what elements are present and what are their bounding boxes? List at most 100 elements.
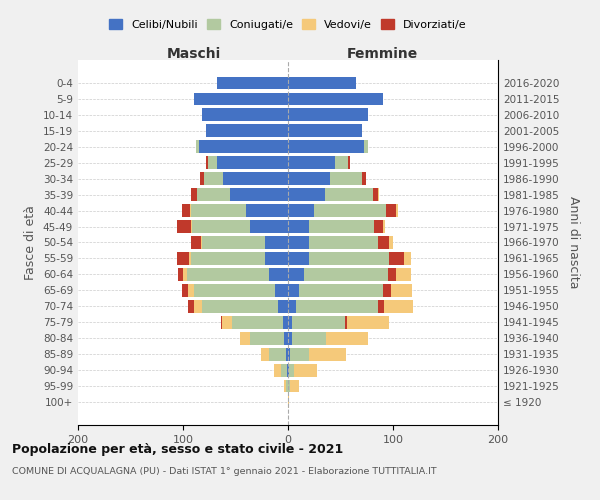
Bar <box>176 252 288 265</box>
Bar <box>288 92 383 106</box>
Bar <box>217 76 288 90</box>
Bar <box>288 92 383 106</box>
Bar <box>269 268 288 281</box>
Bar <box>193 284 288 296</box>
Legend: Celibi/Nubili, Coniugati/e, Vedovi/e, Divorziati/e: Celibi/Nubili, Coniugati/e, Vedovi/e, Di… <box>105 14 471 34</box>
Bar <box>191 236 288 249</box>
Bar <box>288 76 356 90</box>
Bar <box>217 76 288 90</box>
Bar <box>193 92 288 106</box>
Bar <box>288 108 368 122</box>
Y-axis label: Anni di nascita: Anni di nascita <box>568 196 580 289</box>
Bar <box>288 300 383 312</box>
Bar <box>288 172 366 185</box>
Bar <box>288 364 295 376</box>
Bar <box>190 204 288 217</box>
Bar <box>288 92 383 106</box>
Bar <box>288 220 385 233</box>
Bar <box>288 300 296 312</box>
Bar <box>197 188 288 201</box>
Bar <box>288 172 330 185</box>
Bar <box>288 124 361 137</box>
Bar <box>288 332 292 344</box>
Bar <box>240 332 288 344</box>
Bar <box>269 348 288 360</box>
Bar <box>288 156 350 169</box>
Bar <box>250 332 288 344</box>
Bar <box>206 124 288 137</box>
Bar <box>193 92 288 106</box>
Bar <box>288 268 304 281</box>
Bar <box>288 268 396 281</box>
Bar <box>288 220 309 233</box>
Bar <box>288 236 389 249</box>
Bar <box>288 316 292 328</box>
Bar <box>206 124 288 137</box>
Bar <box>288 140 368 153</box>
Bar <box>288 300 379 312</box>
Bar <box>217 156 288 169</box>
Bar <box>288 380 290 392</box>
Bar <box>288 364 317 376</box>
Bar <box>284 380 288 392</box>
Bar <box>288 348 309 360</box>
Bar <box>188 284 288 296</box>
Bar <box>191 252 288 265</box>
Bar <box>206 156 288 169</box>
Bar <box>222 316 288 328</box>
Bar <box>288 188 379 201</box>
Bar <box>288 172 366 185</box>
Text: Femmine: Femmine <box>347 46 418 60</box>
Bar <box>221 316 288 328</box>
Bar <box>176 220 288 233</box>
Bar <box>199 140 288 153</box>
Bar <box>288 236 379 249</box>
Bar <box>284 332 288 344</box>
Y-axis label: Fasce di età: Fasce di età <box>25 205 37 280</box>
Bar <box>288 76 356 90</box>
Bar <box>193 300 288 312</box>
Bar <box>193 92 288 106</box>
Bar <box>288 380 299 392</box>
Bar <box>288 364 295 376</box>
Bar <box>288 316 389 328</box>
Bar <box>202 300 288 312</box>
Bar <box>196 140 288 153</box>
Bar <box>288 300 413 312</box>
Bar <box>206 124 288 137</box>
Bar <box>288 332 326 344</box>
Bar <box>202 108 288 122</box>
Bar <box>191 220 288 233</box>
Bar <box>281 364 288 376</box>
Bar <box>288 284 299 296</box>
Bar <box>284 380 288 392</box>
Text: COMUNE DI ACQUALAGNA (PU) - Dati ISTAT 1° gennaio 2021 - Elaborazione TUTTITALIA: COMUNE DI ACQUALAGNA (PU) - Dati ISTAT 1… <box>12 467 437 476</box>
Bar <box>288 220 374 233</box>
Bar <box>283 316 288 328</box>
Bar <box>287 364 288 376</box>
Bar <box>286 380 288 392</box>
Bar <box>204 172 288 185</box>
Bar <box>187 268 288 281</box>
Bar <box>288 204 386 217</box>
Bar <box>288 140 368 153</box>
Bar <box>188 300 288 312</box>
Bar <box>288 268 411 281</box>
Bar <box>178 268 288 281</box>
Bar <box>182 204 288 217</box>
Bar <box>288 140 368 153</box>
Bar <box>182 284 288 296</box>
Bar <box>201 236 288 249</box>
Bar <box>265 252 288 265</box>
Bar <box>288 284 412 296</box>
Bar <box>288 108 368 122</box>
Bar <box>288 364 289 376</box>
Bar <box>204 172 288 185</box>
Bar <box>288 252 309 265</box>
Bar <box>200 172 288 185</box>
Bar <box>288 76 356 90</box>
Bar <box>288 396 289 408</box>
Bar <box>208 156 288 169</box>
Bar <box>288 188 373 201</box>
Bar <box>288 204 396 217</box>
